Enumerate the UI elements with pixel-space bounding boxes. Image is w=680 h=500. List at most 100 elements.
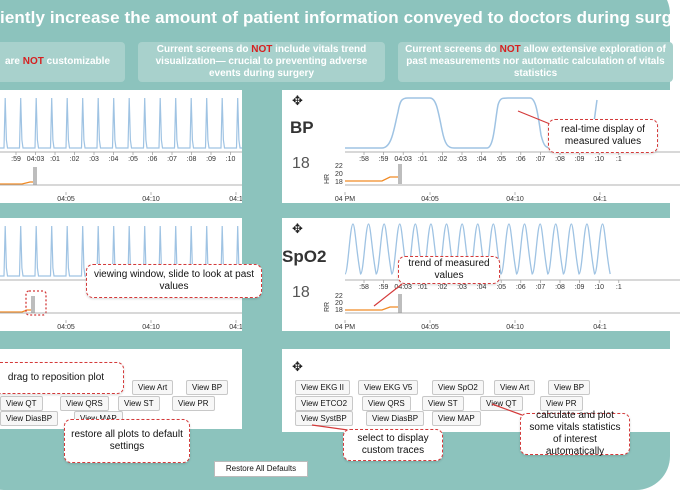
tick-label: :58 (359, 156, 369, 163)
view-qrs-button[interactable]: View QRS (362, 396, 411, 411)
tick-label: :06 (148, 156, 158, 163)
tick-label: :1 (616, 284, 622, 291)
problem-text: allow extensive exploration of past meas… (406, 44, 666, 79)
tick-label: :03 (457, 284, 467, 291)
tick-label: :10 (594, 156, 604, 163)
tick-label: :02 (438, 284, 448, 291)
tick-label: :05 (496, 284, 506, 291)
move-arrows-icon[interactable]: ✥ (292, 221, 303, 236)
time-axis: :58:59 04:03:01:02:03:04:05:06:07:08:09:1… (359, 152, 622, 163)
bp-value: 18 (292, 155, 310, 172)
view-art-button[interactable]: View Art (494, 380, 536, 395)
spo2-panel: ✥ SpO2 18 :58:59 04:03:01:02:03:04:05:06:… (282, 218, 680, 331)
viewing-window[interactable] (33, 167, 37, 185)
view-qt-button[interactable]: View QT (480, 396, 523, 411)
tick-label: :06 (516, 284, 526, 291)
time-axis-bottom: 04:05 04:10 04:1 (57, 192, 243, 203)
tick-label: :09 (575, 284, 585, 291)
view-diasbp-button[interactable]: View DiasBP (0, 411, 59, 426)
restore-all-defaults-button[interactable]: Restore All Defaults (214, 461, 308, 477)
tick-label: 04:10 (142, 196, 160, 203)
annotation-restore: restore all plots to default settings (64, 419, 190, 463)
view-pr-button[interactable]: View PR (172, 396, 215, 411)
tick-label: 22 (335, 163, 343, 170)
viewing-window[interactable] (398, 294, 402, 313)
tick-label: :01 (418, 284, 428, 291)
tick-label: 04:10 (506, 324, 524, 331)
spo2-path (344, 223, 611, 275)
view-spo2-button[interactable]: View SpO2 (432, 380, 484, 395)
tick-label: 04:05 (421, 324, 439, 331)
window-highlight (25, 290, 47, 316)
spo2-title: SpO2 (282, 247, 327, 266)
tick-label: :08 (187, 156, 197, 163)
tick-label: 04:1 (593, 324, 607, 331)
annotation-viewing-window: viewing window, slide to look at past va… (86, 264, 262, 298)
tick-label: :05 (496, 156, 506, 163)
time-axis-bottom: 04 PM 04:05 04:10 04:1 (335, 320, 607, 331)
not-emphasis: NOT (499, 44, 521, 55)
view-map-button[interactable]: View MAP (432, 411, 481, 426)
move-arrows-icon[interactable]: ✥ (292, 93, 303, 108)
rr-label: RR (324, 302, 331, 312)
not-emphasis: NOT (251, 44, 273, 55)
view-bp-button[interactable]: View BP (548, 380, 591, 395)
tick-label: :04 (477, 284, 487, 291)
move-arrows-icon[interactable]: ✥ (292, 359, 303, 374)
tick-label: :03 (457, 156, 467, 163)
tick-label: 04 PM (335, 196, 355, 203)
waveform-plot: :5904:03:01:02:03:04:05:06:07:08:09:10:1… (0, 97, 253, 203)
view-bp-button[interactable]: View BP (186, 380, 229, 395)
tick-label: 04:05 (57, 196, 75, 203)
view-qrs-button[interactable]: View QRS (60, 396, 109, 411)
tick-label: 04:05 (421, 196, 439, 203)
tick-label: :09 (206, 156, 216, 163)
tick-label: :01 (50, 156, 60, 163)
annotation-realtime: real-time display of measured values (548, 119, 658, 153)
view-qt-button[interactable]: View QT (0, 396, 43, 411)
tick-label: 04:03 (27, 156, 45, 163)
waveform-path (0, 97, 242, 149)
annotation-trend: trend of measured values (398, 256, 500, 284)
problem-text: Current screens do (405, 44, 500, 55)
bp-trace (345, 97, 598, 149)
tick-label: :07 (536, 284, 546, 291)
view-etco2-button[interactable]: View ETCO2 (295, 396, 354, 411)
tick-label: :09 (575, 156, 585, 163)
tick-label: :10 (594, 284, 604, 291)
view-st-button[interactable]: View ST (422, 396, 464, 411)
hr-trend-line (345, 176, 398, 182)
viewing-window[interactable] (31, 296, 35, 313)
view-systbp-button[interactable]: View SystBP (295, 411, 353, 426)
tick-label: :05 (128, 156, 138, 163)
poster-title: iently increase the amount of patient in… (0, 8, 680, 27)
tick-label: 04:10 (506, 196, 524, 203)
spo2-plot: :58:59 04:03:01:02:03:04:05:06:07:08:09:1… (324, 223, 680, 331)
tick-label: :08 (555, 156, 565, 163)
tick-label: 04:03 (394, 284, 412, 291)
tick-label: 04 PM (335, 324, 355, 331)
tick-label: :01 (418, 156, 428, 163)
bp-plot: :58:59 04:03:01:02:03:04:05:06:07:08:09:1… (324, 97, 680, 203)
view-st-button[interactable]: View ST (118, 396, 160, 411)
view-ekg-ii-button[interactable]: View EKG II (295, 380, 350, 395)
trend-line (0, 181, 33, 185)
bp-title: BP (290, 118, 314, 137)
annotation-pointer (373, 283, 403, 307)
view-art-button[interactable]: View Art (132, 380, 174, 395)
tick-label: :59 (379, 156, 389, 163)
tick-label: :03 (89, 156, 99, 163)
tick-label: 04:03 (394, 156, 412, 163)
view-pr-button[interactable]: View PR (540, 396, 583, 411)
problem-text: Current screens do (156, 44, 252, 55)
viewing-window[interactable] (398, 164, 402, 184)
problem-customizable: are NOT customizable (0, 42, 125, 82)
view-diasbp-button[interactable]: View DiasBP (366, 411, 425, 426)
time-axis-bottom: 04:05 04:10 04:1 (57, 320, 243, 331)
tick-label: 04:1 (229, 196, 242, 203)
tick-label: :07 (536, 156, 546, 163)
view-ekg-v5-button[interactable]: View EKG V5 (358, 380, 419, 395)
tick-label: :58 (359, 284, 369, 291)
tick-label: 18 (335, 179, 343, 186)
tick-label: 18 (335, 307, 343, 314)
